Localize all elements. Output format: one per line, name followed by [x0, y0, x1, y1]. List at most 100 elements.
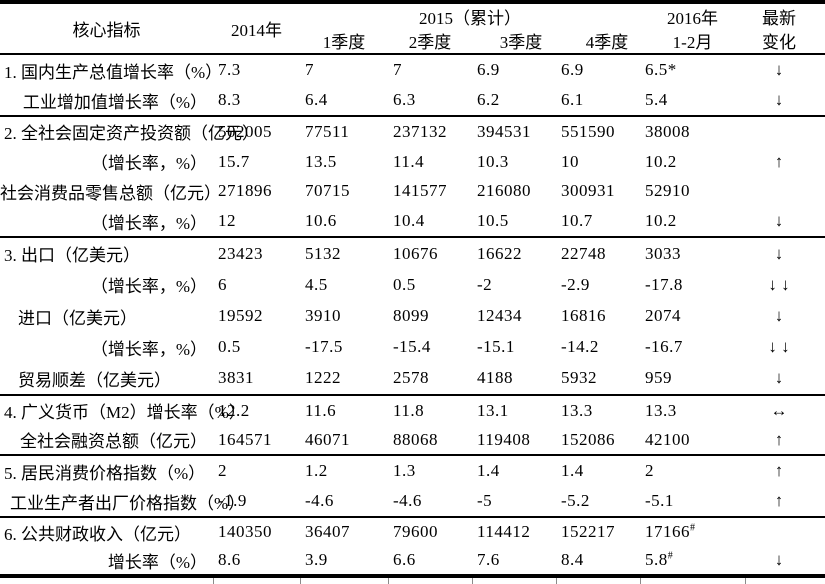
value-cell: 216080: [472, 181, 556, 201]
value-text: 152086: [561, 429, 615, 449]
table-body: 1. 国内生产总值增长率（%） 7.3 7 7 6.9 6.9 6.5* ↓ 工业增加值增长率（…: [0, 55, 825, 578]
header-quarter: 4季度: [585, 33, 629, 53]
value-cell: 959: [640, 368, 745, 388]
value-text: 3831: [218, 368, 254, 388]
table-row: 社会消费品零售总额（亿元） 271896 70715 141577 216080 3009…: [0, 177, 825, 207]
footnote-marker: #: [667, 550, 674, 562]
value-text: -16.7: [645, 337, 683, 357]
value-cell: 11.4: [388, 152, 472, 172]
value-cell: 1.3: [388, 461, 472, 481]
value-text: -14.2: [561, 337, 599, 357]
column-border-stub: [640, 578, 641, 584]
indicator-label: 社会消费品零售总额（亿元）: [0, 183, 221, 203]
value-cell: 6.2: [472, 90, 556, 110]
value-text: 15.7: [218, 151, 250, 171]
value-text: 4.5: [305, 274, 328, 294]
value-cell: 6: [213, 275, 300, 295]
value-cell: 88068: [388, 430, 472, 450]
value-text: 119408: [477, 429, 531, 449]
header-2016: 2016年 1-2月: [640, 4, 745, 53]
value-text: 10.6: [305, 211, 337, 231]
value-text: 46071: [305, 429, 350, 449]
value-cell: 7.6: [472, 550, 556, 570]
value-cell: -1.9: [213, 491, 300, 511]
table-row: 1. 国内生产总值增长率（%） 7.3 7 7 6.9 6.9 6.5* ↓: [0, 55, 825, 85]
value-cell: 152217: [556, 522, 640, 542]
value-text: -5.1: [645, 491, 674, 510]
value-text: 22748: [561, 243, 606, 263]
value-text: -4.6: [393, 491, 422, 510]
value-text: 1222: [305, 368, 341, 388]
value-cell: 13.3: [556, 401, 640, 421]
value-text: 2074: [645, 306, 681, 325]
value-text: 7: [393, 60, 402, 79]
header-2016-year: 2016年: [667, 8, 718, 28]
indicator-label: （增长率，%）: [90, 339, 207, 359]
header-2014: 2014年: [231, 21, 282, 40]
value-text: 10: [561, 151, 579, 171]
value-text: -15.1: [477, 337, 515, 357]
value-cell: -4.6: [388, 491, 472, 511]
value-text: 3.9: [305, 550, 328, 569]
value-text: 141577: [393, 181, 447, 201]
value-text: 1.4: [477, 461, 500, 480]
change-indicator: ↑: [774, 461, 784, 480]
table-row: 工业增加值增长率（%） 8.3 6.4 6.3 6.2 6.1 5.4 ↓: [0, 85, 825, 115]
value-text: 52910: [645, 181, 690, 201]
table-row: 工业生产者出厂价格指数（%） -1.9 -4.6 -4.6 -5 -5.2 -5.1 ↑: [0, 486, 825, 516]
value-cell: 8.4: [556, 550, 640, 570]
indicator-label: 贸易顺差（亿美元）: [18, 370, 171, 390]
value-cell: 77511: [300, 122, 388, 142]
table-header: 核心指标 2014年 2015（累计） 1季度 2季度 3季度 4季度 2016年 1…: [0, 4, 825, 55]
value-cell: 8099: [388, 306, 472, 326]
header-quarter: 1季度: [322, 33, 366, 53]
indicator-label: 工业增加值增长率（%）: [22, 92, 207, 112]
value-cell: 140350: [213, 522, 300, 542]
value-cell: 4188: [472, 368, 556, 388]
value-text: 10.5: [477, 211, 509, 231]
value-text: 394531: [477, 121, 531, 141]
value-text: 6.4: [305, 90, 328, 109]
value-cell: 11.8: [388, 401, 472, 421]
value-cell: -5.2: [556, 491, 640, 511]
column-border-stub: [213, 578, 214, 584]
value-cell: 5132: [300, 244, 388, 264]
value-text: 959: [645, 368, 672, 388]
indicator-label: 全社会融资总额（亿元）: [20, 432, 207, 451]
value-cell: 6.9: [556, 60, 640, 80]
value-cell: 10.4: [388, 211, 472, 231]
table-row: （增长率，%） 12 10.6 10.4 10.5 10.7 10.2 ↓: [0, 206, 825, 236]
table-row: 全社会融资总额（亿元） 164571 46071 88068 119408 152086 4…: [0, 425, 825, 454]
value-cell: 502005: [213, 122, 300, 142]
value-cell: -17.8: [640, 275, 745, 295]
value-cell: 13.1: [472, 401, 556, 421]
indicator-label: 4. 广义货币（M2）增长率（%）: [4, 403, 246, 422]
value-cell: 0.5: [388, 275, 472, 295]
change-indicator: ↓: [774, 243, 784, 263]
value-text: 5132: [305, 243, 341, 263]
value-cell: -5.1: [640, 491, 745, 511]
value-cell: 119408: [472, 430, 556, 450]
value-cell: -15.4: [388, 337, 472, 357]
value-text: 114412: [477, 522, 531, 541]
value-text: 79600: [393, 522, 438, 541]
value-cell: 10.2: [640, 152, 745, 172]
value-cell: 3831: [213, 368, 300, 388]
value-cell: 10.5: [472, 211, 556, 231]
value-text: 1.3: [393, 461, 416, 480]
table-row: （增长率，%） 6 4.5 0.5 -2 -2.9 -17.8 ↓ ↓: [0, 269, 825, 300]
value-cell: -16.7: [640, 337, 745, 357]
value-text: 10.2: [645, 211, 677, 231]
column-border-stub: [388, 578, 389, 584]
value-cell: 23423: [213, 244, 300, 264]
next-row-border-stubs: [0, 578, 825, 584]
indicator-label: 3. 出口（亿美元）: [4, 246, 140, 266]
header-2015-label: 2015（累计）: [419, 8, 521, 28]
value-cell: 3.9: [300, 550, 388, 570]
value-text: 13.1: [477, 400, 509, 420]
table-top-border: [0, 0, 825, 4]
value-text: 42100: [645, 429, 690, 449]
header-2016-sub: 1-2月: [672, 33, 713, 53]
change-indicator: ↓: [774, 211, 784, 231]
value-text: 38008: [645, 121, 690, 141]
